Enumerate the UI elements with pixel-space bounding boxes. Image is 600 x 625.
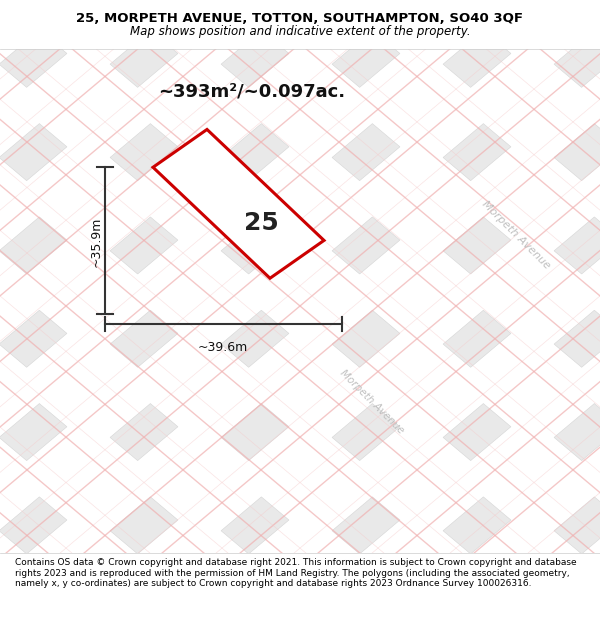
Polygon shape [0, 217, 67, 274]
Polygon shape [443, 404, 511, 461]
Polygon shape [110, 590, 178, 625]
Polygon shape [332, 217, 400, 274]
Polygon shape [332, 124, 400, 181]
Polygon shape [332, 310, 400, 368]
Text: Morpeth Avenue: Morpeth Avenue [338, 368, 406, 436]
Polygon shape [443, 30, 511, 88]
Polygon shape [221, 124, 289, 181]
Text: Contains OS data © Crown copyright and database right 2021. This information is : Contains OS data © Crown copyright and d… [15, 558, 577, 588]
Polygon shape [0, 310, 67, 368]
Polygon shape [0, 30, 67, 88]
Polygon shape [443, 124, 511, 181]
Polygon shape [153, 129, 324, 278]
Polygon shape [443, 590, 511, 625]
Polygon shape [110, 404, 178, 461]
Polygon shape [221, 404, 289, 461]
Polygon shape [443, 497, 511, 554]
Polygon shape [332, 497, 400, 554]
Polygon shape [221, 590, 289, 625]
Polygon shape [554, 404, 600, 461]
Polygon shape [443, 217, 511, 274]
Polygon shape [554, 30, 600, 88]
Text: ~39.6m: ~39.6m [198, 341, 248, 354]
Polygon shape [554, 497, 600, 554]
Polygon shape [221, 217, 289, 274]
Polygon shape [110, 217, 178, 274]
Text: Map shows position and indicative extent of the property.: Map shows position and indicative extent… [130, 25, 470, 38]
Polygon shape [110, 497, 178, 554]
Polygon shape [554, 310, 600, 368]
Polygon shape [0, 590, 67, 625]
Polygon shape [0, 497, 67, 554]
Polygon shape [110, 124, 178, 181]
Text: 25: 25 [244, 211, 278, 235]
Text: 25, MORPETH AVENUE, TOTTON, SOUTHAMPTON, SO40 3QF: 25, MORPETH AVENUE, TOTTON, SOUTHAMPTON,… [77, 12, 523, 25]
Polygon shape [554, 124, 600, 181]
Text: Morpeth Avenue: Morpeth Avenue [480, 199, 552, 271]
Polygon shape [221, 30, 289, 88]
Text: ~35.9m: ~35.9m [89, 216, 103, 267]
Polygon shape [0, 404, 67, 461]
Polygon shape [110, 310, 178, 368]
Polygon shape [554, 217, 600, 274]
Polygon shape [332, 404, 400, 461]
Polygon shape [221, 310, 289, 368]
Polygon shape [443, 310, 511, 368]
Polygon shape [110, 30, 178, 88]
Polygon shape [332, 30, 400, 88]
Polygon shape [332, 590, 400, 625]
Polygon shape [221, 497, 289, 554]
Polygon shape [554, 590, 600, 625]
Polygon shape [0, 124, 67, 181]
Text: ~393m²/~0.097ac.: ~393m²/~0.097ac. [158, 82, 346, 101]
